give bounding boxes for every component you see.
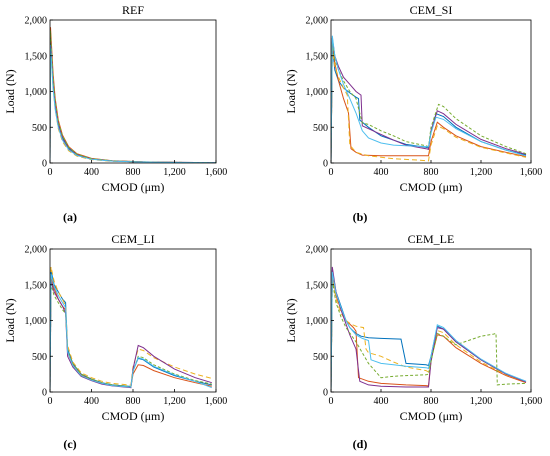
y-tick-label: 2,000 [25,16,48,27]
x-axis-label: CMOD (μm) [102,409,165,423]
chart-title: CEM_LI [111,232,154,246]
x-tick-label: 400 [84,396,99,407]
series-group [50,266,212,392]
series-line-6 [331,35,527,163]
chart-title: CEM_SI [410,3,453,17]
y-tick-label: 500 [32,352,47,363]
series-line-2 [331,273,527,392]
x-tick-label: 1,600 [205,167,228,178]
x-tick-label: 800 [126,396,141,407]
y-tick-label: 1,500 [25,280,48,291]
y-tick-label: 2,000 [306,245,329,256]
y-tick-label: 1,500 [25,51,48,62]
x-tick-label: 1,200 [470,167,493,178]
series-line-3 [50,266,212,392]
x-tick-label: 400 [374,396,389,407]
x-tick-label: 800 [126,167,141,178]
y-tick-label: 500 [32,123,47,134]
series-line-4 [331,37,527,163]
x-tick-label: 1,600 [520,396,543,407]
x-tick-label: 800 [424,167,439,178]
y-tick-label: 1,000 [306,316,329,327]
y-tick-label: 1,500 [306,51,329,62]
series-line-5 [50,284,212,392]
y-axis-label: Load (N) [3,298,17,342]
y-axis-label: Load (N) [284,298,298,342]
y-tick-label: 1,500 [306,280,329,291]
y-axis-label: Load (N) [3,69,17,113]
series-line-2 [50,27,216,163]
x-axis-label: CMOD (μm) [400,409,463,423]
series-line-5 [331,281,527,392]
series-line-6 [331,271,527,392]
series-line-2 [331,41,527,163]
x-tick-label: 1,600 [520,167,543,178]
x-axis-label: CMOD (μm) [102,180,165,194]
y-tick-label: 0 [42,388,47,399]
y-tick-label: 1,000 [306,87,329,98]
x-tick-label: 1,200 [163,167,186,178]
chart-title: REF [122,3,144,17]
x-tick-label: 0 [48,396,53,407]
caption-d: (d) [352,437,368,451]
y-tick-label: 0 [323,159,328,170]
series-line-6 [50,44,216,163]
series-line-4 [50,37,216,163]
series-line-1 [50,270,212,392]
series-line-1 [331,44,527,163]
series-line-3 [331,48,527,163]
series-line-4 [50,281,212,392]
caption-c: (c) [63,437,77,451]
x-tick-label: 400 [84,167,99,178]
series-group [50,27,216,163]
x-tick-label: 1,200 [470,396,493,407]
y-tick-label: 0 [323,388,328,399]
x-tick-label: 0 [48,167,53,178]
series-line-1 [331,270,527,392]
y-tick-label: 1,000 [25,87,48,98]
series-group [331,35,527,163]
x-axis-label: CMOD (μm) [400,180,463,194]
x-tick-label: 800 [424,396,439,407]
chart-panel-4: 0 400 800 1,200 1,600 0 500 1,000 1,500 2,000 CEM_… [284,232,542,423]
y-tick-label: 500 [313,123,328,134]
series-line-3 [50,41,216,163]
series-group [331,266,527,392]
caption-b: (b) [352,210,368,224]
y-axis-label: Load (N) [284,69,298,113]
x-tick-label: 1,600 [205,396,228,407]
y-tick-label: 2,000 [25,245,48,256]
y-tick-label: 1,000 [25,316,48,327]
x-tick-label: 0 [329,396,334,407]
chart-panel-1: 0 400 800 1,200 1,600 0 500 1,000 1,500 2,000 REF C… [3,3,227,194]
series-line-4 [331,266,527,392]
y-tick-label: 2,000 [306,16,329,27]
series-line-6 [50,273,212,392]
plot-frame [49,19,217,164]
x-tick-label: 400 [374,167,389,178]
chart-panel-2: 0 400 800 1,200 1,600 0 500 1,000 1,500 2,000 CEM_… [284,3,542,194]
series-line-5 [50,30,216,163]
x-tick-label: 0 [329,167,334,178]
chart-title: CEM_LE [408,232,455,246]
caption-a: (a) [63,210,77,224]
x-tick-label: 1,200 [163,396,186,407]
series-line-1 [50,34,216,163]
y-tick-label: 0 [42,159,47,170]
chart-panel-3: 0 400 800 1,200 1,600 0 500 1,000 1,500 2,000 CEM_… [3,232,227,423]
y-tick-label: 500 [313,352,328,363]
